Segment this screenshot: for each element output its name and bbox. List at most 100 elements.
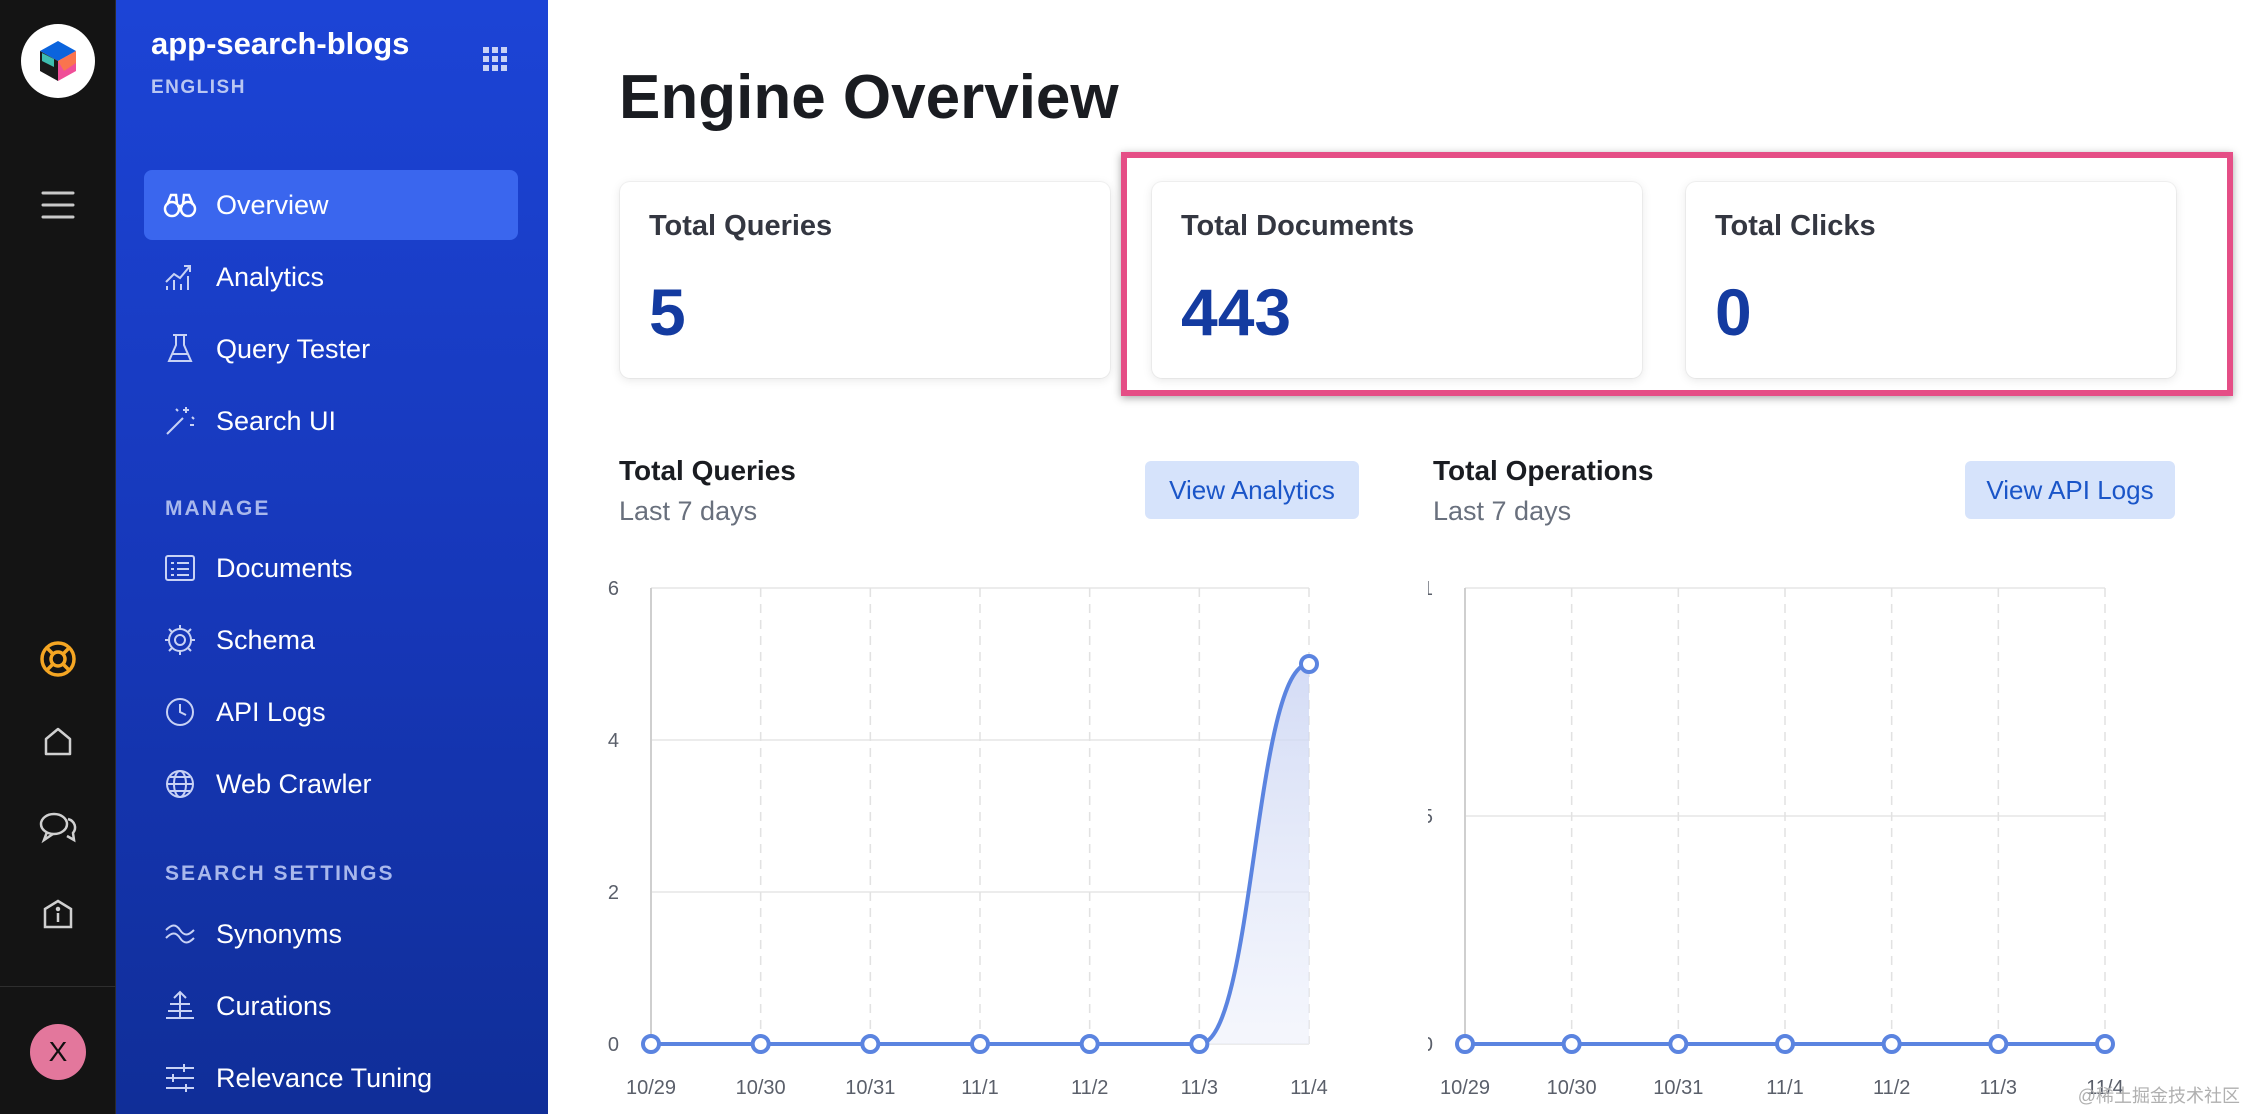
magic-wand-icon bbox=[162, 403, 198, 439]
data-point bbox=[1668, 1034, 1689, 1054]
watermark: @稀土掘金技术社区 bbox=[2077, 1086, 2240, 1106]
section-title-search-settings: SEARCH SETTINGS bbox=[165, 862, 395, 885]
chart-subtitle: Last 7 days bbox=[619, 496, 758, 526]
curations-icon bbox=[162, 988, 198, 1024]
data-point bbox=[1189, 1034, 1210, 1054]
flask-icon bbox=[162, 331, 198, 367]
data-point bbox=[1561, 1034, 1582, 1054]
app-rail: X bbox=[0, 0, 116, 1114]
help-lifebuoy-icon[interactable] bbox=[33, 634, 83, 684]
stat-card-total-clicks: Total Clicks 0 bbox=[1686, 182, 2176, 378]
view-analytics-button[interactable]: View Analytics bbox=[1145, 461, 1359, 519]
total-operations-chart: 0 0.5 1 10/29 10/30 10/31 11/1 11/2 11/3 11/4 bbox=[1428, 578, 2124, 1099]
rail-divider bbox=[0, 986, 116, 987]
binoculars-icon bbox=[162, 187, 198, 223]
sliders-icon bbox=[162, 1060, 198, 1096]
gear-icon bbox=[162, 622, 198, 658]
x-tick-label: 11/3 bbox=[1980, 1077, 2017, 1099]
sidebar-item-relevance-tuning[interactable]: Relevance Tuning bbox=[144, 1043, 518, 1113]
data-point bbox=[1079, 1034, 1100, 1054]
sidebar-item-documents[interactable]: Documents bbox=[144, 533, 518, 603]
stat-label: Total Documents bbox=[1181, 210, 1415, 242]
sidebar-item-label: Search UI bbox=[216, 405, 337, 436]
sidebar-item-curations[interactable]: Curations bbox=[144, 971, 518, 1041]
chart-title-total-operations: Total Operations bbox=[1433, 455, 1654, 486]
view-api-logs-button[interactable]: View API Logs bbox=[1965, 461, 2175, 519]
y-tick-label: 1 bbox=[1428, 578, 1433, 600]
series-area bbox=[651, 664, 1309, 1044]
sidebar-item-query-tester[interactable]: Query Tester bbox=[144, 314, 518, 384]
avatar-initial: X bbox=[48, 1036, 68, 1067]
y-tick-label: 0.5 bbox=[1428, 806, 1433, 828]
stat-value: 443 bbox=[1181, 275, 1292, 349]
sidebar-item-api-logs[interactable]: API Logs bbox=[144, 677, 518, 747]
data-point bbox=[2095, 1034, 2115, 1054]
x-tick-label: 10/30 bbox=[736, 1077, 786, 1099]
sidebar-item-label: Query Tester bbox=[216, 333, 371, 364]
sidebar-item-label: Web Crawler bbox=[216, 768, 372, 799]
clock-icon bbox=[162, 694, 198, 730]
data-point bbox=[860, 1034, 881, 1054]
sidebar-item-web-crawler[interactable]: Web Crawler bbox=[144, 749, 518, 819]
sidebar-item-label: Synonyms bbox=[216, 918, 343, 949]
x-tick-label: 11/1 bbox=[961, 1077, 998, 1099]
cube-logo-icon bbox=[40, 41, 76, 81]
sidebar-item-label: Curations bbox=[216, 990, 332, 1021]
section-title-manage: MANAGE bbox=[165, 497, 271, 520]
sidebar-item-synonyms[interactable]: Synonyms bbox=[144, 899, 518, 969]
stat-card-total-documents: Total Documents 443 bbox=[1152, 182, 1642, 378]
sidebar-item-label: Analytics bbox=[216, 261, 325, 292]
engine-name: app-search-blogs bbox=[151, 26, 410, 61]
home-icon[interactable] bbox=[33, 716, 83, 766]
data-point bbox=[750, 1034, 771, 1054]
x-tick-label: 10/30 bbox=[1547, 1077, 1597, 1099]
sidebar-item-label: Relevance Tuning bbox=[216, 1062, 433, 1093]
data-point bbox=[970, 1034, 990, 1054]
chart-title-total-queries: Total Queries bbox=[619, 455, 796, 486]
stat-label: Total Clicks bbox=[1715, 210, 1876, 242]
y-tick-label: 2 bbox=[608, 882, 619, 904]
data-point bbox=[1455, 1034, 1475, 1054]
sidebar-item-label: API Logs bbox=[216, 696, 326, 727]
sidebar-item-overview[interactable]: Overview bbox=[144, 170, 518, 240]
data-point bbox=[1775, 1034, 1795, 1054]
total-queries-chart: 0 2 4 6 10/29 10/30 10/31 11/1 11/2 11/3 11/4 bbox=[608, 578, 1328, 1099]
sidebar-item-label: Documents bbox=[216, 552, 353, 583]
data-point bbox=[1881, 1034, 1902, 1054]
elastic-logo[interactable] bbox=[21, 24, 95, 98]
menu-icon[interactable] bbox=[33, 180, 83, 230]
x-tick-label: 10/29 bbox=[626, 1077, 676, 1099]
main-content: Engine Overview Total Queries 5 Total Do… bbox=[548, 0, 2248, 1114]
sidebar-item-analytics[interactable]: Analytics bbox=[144, 242, 518, 312]
x-tick-label: 10/31 bbox=[845, 1077, 895, 1099]
sidebar-item-schema[interactable]: Schema bbox=[144, 605, 518, 675]
x-tick-label: 11/2 bbox=[1873, 1077, 1910, 1099]
y-tick-label: 0 bbox=[608, 1034, 619, 1056]
data-point bbox=[641, 1034, 661, 1054]
y-tick-label: 0 bbox=[1428, 1034, 1433, 1056]
engine-language: ENGLISH bbox=[151, 77, 246, 98]
data-point bbox=[1299, 654, 1319, 674]
chat-icon[interactable] bbox=[33, 802, 83, 852]
y-tick-label: 6 bbox=[608, 578, 619, 600]
x-tick-label: 11/2 bbox=[1071, 1077, 1108, 1099]
engine-sidebar: app-search-blogs ENGLISH Overview Analyt… bbox=[116, 0, 548, 1114]
stat-label: Total Queries bbox=[649, 210, 833, 242]
stat-card-total-queries: Total Queries 5 bbox=[620, 182, 1110, 378]
sidebar-item-search-ui[interactable]: Search UI bbox=[144, 386, 518, 456]
x-tick-label: 10/29 bbox=[1440, 1077, 1490, 1099]
highlight-box bbox=[1121, 152, 2233, 396]
x-tick-label: 11/4 bbox=[2086, 1077, 2123, 1099]
stat-value: 5 bbox=[649, 275, 686, 349]
apps-grid-icon[interactable] bbox=[482, 46, 512, 76]
stat-value: 0 bbox=[1715, 275, 1752, 349]
chart-subtitle: Last 7 days bbox=[1433, 496, 1572, 526]
y-tick-label: 4 bbox=[608, 730, 619, 752]
data-point bbox=[1988, 1034, 2009, 1054]
info-box-icon[interactable] bbox=[33, 890, 83, 940]
page-title: Engine Overview bbox=[619, 63, 1119, 132]
synonyms-icon bbox=[162, 916, 198, 952]
x-tick-label: 10/31 bbox=[1653, 1077, 1703, 1099]
user-avatar[interactable]: X bbox=[30, 1024, 86, 1080]
documents-icon bbox=[162, 550, 198, 586]
